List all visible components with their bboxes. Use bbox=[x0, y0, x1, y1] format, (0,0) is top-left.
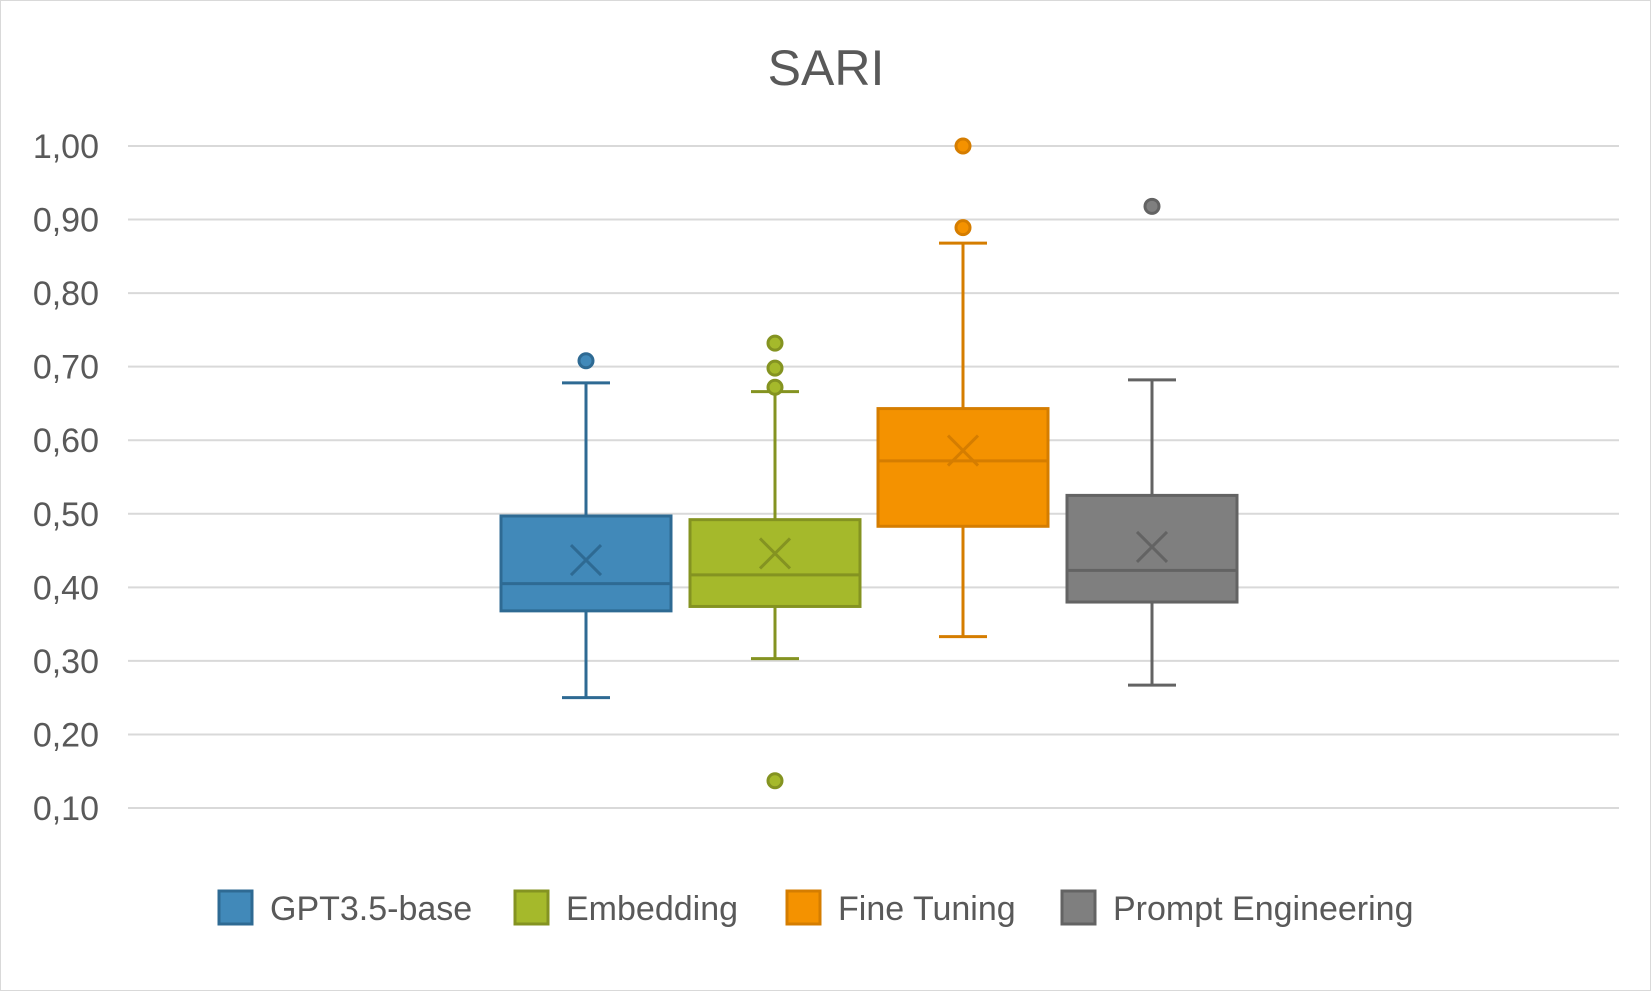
legend-swatch bbox=[513, 889, 550, 926]
y-tick-label: 0,10 bbox=[33, 790, 99, 828]
iqr-box bbox=[499, 514, 673, 613]
y-tick-label: 0,80 bbox=[33, 275, 99, 313]
mean-marker bbox=[569, 544, 603, 577]
box-1 bbox=[499, 352, 673, 700]
box-plots bbox=[499, 137, 1239, 790]
y-tick-label: 0,40 bbox=[33, 569, 99, 607]
y-tick-label: 0,30 bbox=[33, 643, 99, 681]
box-4 bbox=[1065, 197, 1239, 687]
outlier-point bbox=[1143, 197, 1161, 215]
legend-swatch bbox=[1060, 889, 1097, 926]
iqr-box bbox=[688, 518, 862, 608]
outlier-point bbox=[577, 352, 595, 370]
outlier-point bbox=[766, 378, 784, 396]
y-tick-label: 0,20 bbox=[33, 716, 99, 754]
box-3 bbox=[876, 137, 1050, 639]
legend-swatch bbox=[217, 889, 254, 926]
chart-title: SARI bbox=[768, 40, 885, 96]
y-tick-label: 0,70 bbox=[33, 349, 99, 387]
outlier-point bbox=[766, 772, 784, 790]
legend-item: Embedding bbox=[513, 889, 738, 928]
outlier-point bbox=[954, 219, 972, 237]
outlier-point bbox=[766, 359, 784, 377]
legend-swatch bbox=[785, 889, 822, 926]
y-tick-label: 0,90 bbox=[33, 202, 99, 240]
legend-item: Prompt Engineering bbox=[1060, 889, 1414, 928]
legend-label: Fine Tuning bbox=[838, 890, 1016, 928]
legend-label: GPT3.5-base bbox=[270, 890, 472, 928]
outlier-point bbox=[954, 137, 972, 155]
grid-lines bbox=[128, 145, 1619, 809]
legend-label: Prompt Engineering bbox=[1113, 890, 1414, 928]
mean-marker bbox=[1135, 530, 1169, 563]
mean-marker bbox=[946, 434, 980, 467]
y-axis-tick-labels: 1,00 0,90 0,80 0,70 0,60 0,50 0,40 0,30 0,20 0,10 bbox=[33, 128, 99, 828]
y-tick-label: 1,00 bbox=[33, 128, 99, 166]
legend-label: Embedding bbox=[566, 890, 738, 928]
legend-item: GPT3.5-base bbox=[217, 889, 472, 928]
y-tick-label: 0,50 bbox=[33, 496, 99, 534]
mean-marker bbox=[758, 537, 792, 570]
legend-item: Fine Tuning bbox=[785, 889, 1016, 928]
box-2 bbox=[688, 334, 862, 790]
legend: GPT3.5-base Embedding Fine Tuning Prompt En… bbox=[217, 889, 1414, 928]
iqr-box bbox=[876, 407, 1050, 528]
y-tick-label: 0,60 bbox=[33, 422, 99, 460]
outlier-point bbox=[766, 334, 784, 352]
